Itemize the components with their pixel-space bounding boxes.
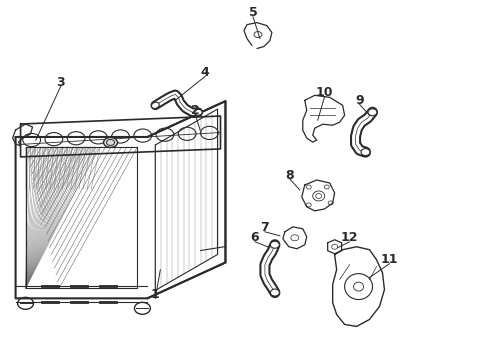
- Ellipse shape: [103, 138, 118, 148]
- Text: 12: 12: [341, 231, 358, 244]
- Text: 5: 5: [248, 6, 257, 19]
- Ellipse shape: [151, 102, 159, 108]
- Text: 4: 4: [201, 66, 210, 79]
- Ellipse shape: [270, 241, 279, 248]
- Text: 7: 7: [261, 221, 270, 234]
- Text: 3: 3: [56, 76, 65, 89]
- Text: 1: 1: [151, 288, 160, 301]
- Text: 10: 10: [316, 86, 333, 99]
- Text: 6: 6: [251, 231, 259, 244]
- Ellipse shape: [270, 289, 279, 296]
- Text: 2: 2: [191, 104, 199, 117]
- Text: 8: 8: [286, 168, 294, 181]
- Ellipse shape: [361, 149, 370, 156]
- Text: 9: 9: [355, 94, 364, 107]
- Text: 11: 11: [381, 253, 398, 266]
- Ellipse shape: [368, 109, 377, 116]
- Ellipse shape: [194, 109, 202, 115]
